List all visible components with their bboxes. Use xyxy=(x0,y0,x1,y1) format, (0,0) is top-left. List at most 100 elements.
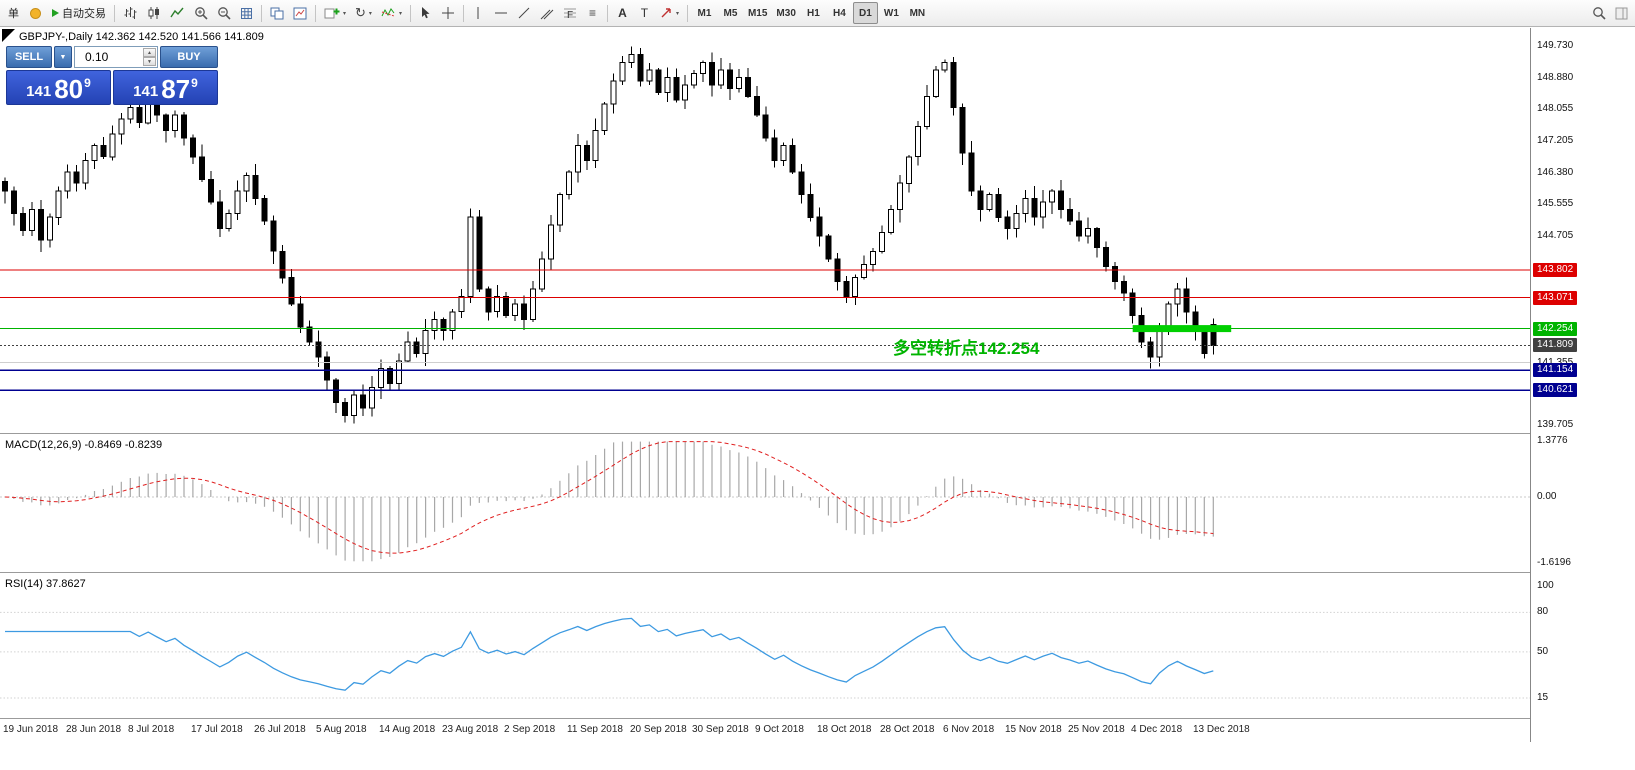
candle-body xyxy=(905,156,912,184)
crosshair-icon[interactable] xyxy=(437,2,459,24)
price-scale-axis[interactable]: 149.730 148.880 148.055 147.205 146.380 145.5… xyxy=(1530,28,1635,742)
fibonacci-icon[interactable]: F xyxy=(559,2,581,24)
panel-separator[interactable] xyxy=(0,433,1635,435)
indicators-icon[interactable]: ▾ xyxy=(377,2,406,24)
sell-price-display[interactable]: 141 80 9 xyxy=(6,70,111,105)
rsi-indicator-panel[interactable] xyxy=(0,574,1530,718)
candle-body xyxy=(1147,341,1154,358)
macd-indicator-panel[interactable] xyxy=(0,435,1530,572)
date-axis-label: 15 Nov 2018 xyxy=(1005,724,1062,735)
candle-body xyxy=(1004,216,1011,229)
buy-price-base: 141 xyxy=(133,83,159,100)
one-click-trading-panel: SELL ▼ 0.10 ▲ ▼ BUY 141 80 9 141 87 9 xyxy=(6,46,218,105)
candle-body xyxy=(1084,228,1091,237)
channel-icon[interactable] xyxy=(536,2,558,24)
candle-body xyxy=(655,69,662,93)
candlestick-chart[interactable] xyxy=(0,28,1530,433)
candle-body xyxy=(1093,228,1100,249)
chart-cycles-icon[interactable]: ↻ ▾ xyxy=(355,5,372,20)
candle-body xyxy=(127,107,134,120)
candle-body xyxy=(351,394,357,417)
timeframe-h4-button[interactable]: H4 xyxy=(832,7,846,19)
candle-body xyxy=(825,235,832,260)
candle-body xyxy=(234,190,241,215)
timeframe-w1-button[interactable]: W1 xyxy=(883,7,899,19)
sell-button[interactable]: SELL xyxy=(6,46,52,68)
candle-body xyxy=(923,95,930,128)
tile-windows-icon[interactable] xyxy=(266,2,288,24)
volume-input[interactable]: 0.10 ▲ ▼ xyxy=(74,46,158,68)
chart-shift-icon[interactable] xyxy=(1611,2,1632,24)
candle-body xyxy=(780,144,787,162)
price-tag-141.154: 141.154 xyxy=(1533,363,1578,378)
candle-body xyxy=(1120,281,1127,294)
candle-body xyxy=(404,341,411,362)
candle-body xyxy=(592,129,599,162)
candle-body xyxy=(521,303,528,320)
candle-body xyxy=(1111,265,1118,282)
timeframe-m5-button[interactable]: M5 xyxy=(723,7,738,19)
bar-chart-icon[interactable] xyxy=(119,2,142,24)
autotrading-button[interactable]: 自动交易 xyxy=(47,2,110,24)
candle-body xyxy=(225,213,232,230)
timeframe-m1-button[interactable]: M1 xyxy=(697,7,712,19)
buy-button[interactable]: BUY xyxy=(160,46,218,68)
grid-icon[interactable] xyxy=(236,2,257,24)
candle-body xyxy=(252,175,259,199)
line-chart-icon[interactable] xyxy=(166,2,189,24)
arrows-icon[interactable]: ▾ xyxy=(656,2,683,24)
candlestick-chart-icon[interactable] xyxy=(143,2,165,24)
candle-body xyxy=(762,114,769,139)
horizontal-line-icon[interactable] xyxy=(490,2,512,24)
date-axis[interactable]: 19 Jun 2018 28 Jun 2018 8 Jul 2018 17 Jul 2… xyxy=(0,719,1530,742)
candle-body xyxy=(870,250,877,266)
chart-window-icon[interactable] xyxy=(289,2,311,24)
candle-body xyxy=(181,114,187,139)
vertical-line-icon[interactable] xyxy=(468,2,489,24)
new-chart-icon[interactable]: ▾ xyxy=(320,2,350,24)
date-axis-label: 2 Sep 2018 xyxy=(504,724,556,735)
date-axis-label: 18 Oct 2018 xyxy=(817,724,872,735)
timeframe-m15-button[interactable]: M15 xyxy=(747,7,768,19)
panel-separator[interactable] xyxy=(0,572,1635,574)
new-order-button[interactable]: 单 xyxy=(8,8,19,20)
date-axis-label: 13 Dec 2018 xyxy=(1193,724,1250,735)
toolbar: 单 自动交易 ▾ ↻ ▾ ▾ F ≡ A T ▾ M1 M5 M15 M30 H1 H4 D1 W1 MN xyxy=(0,0,1635,27)
levels-icon[interactable]: ≡ xyxy=(588,6,596,20)
zoom-out-icon[interactable] xyxy=(213,2,235,24)
highlight-segment[interactable] xyxy=(1132,325,1232,333)
timeframe-h1-button[interactable]: H1 xyxy=(806,7,820,19)
date-axis-label: 8 Jul 2018 xyxy=(128,724,175,735)
timeframe-m30-button[interactable]: M30 xyxy=(776,7,796,19)
candle-body xyxy=(771,137,778,162)
trendline-icon[interactable] xyxy=(513,2,535,24)
volume-spinner[interactable]: ▲ ▼ xyxy=(143,48,156,66)
price-axis-tick: 139.705 xyxy=(1537,418,1574,430)
zoom-in-icon[interactable] xyxy=(190,2,212,24)
candle-body xyxy=(91,144,98,162)
candle-body xyxy=(718,69,724,86)
text-icon[interactable]: A xyxy=(618,6,627,20)
candle-body xyxy=(959,107,966,154)
timeframe-d1-button[interactable]: D1 xyxy=(852,2,878,24)
candle-body xyxy=(10,190,17,215)
candle-body xyxy=(861,264,868,279)
metaquotes-icon[interactable] xyxy=(25,2,46,24)
timeframe-mn-button[interactable]: MN xyxy=(909,7,926,19)
price-tag-142.254: 142.254 xyxy=(1533,321,1578,336)
search-icon[interactable] xyxy=(1588,2,1610,24)
candle-body xyxy=(413,341,420,354)
candle-body xyxy=(932,69,939,97)
cursor-icon[interactable] xyxy=(415,2,436,24)
text-label-icon[interactable]: T xyxy=(640,6,649,20)
toolbar-separator xyxy=(686,4,688,22)
candle-body xyxy=(807,194,814,218)
rsi-line xyxy=(5,617,1214,691)
candle-body xyxy=(879,231,886,252)
candle-body xyxy=(19,213,26,231)
buy-price-display[interactable]: 141 87 9 xyxy=(113,70,218,105)
candle-body xyxy=(646,69,653,82)
trade-options-dropdown[interactable]: ▼ xyxy=(54,46,72,68)
price-axis-tick: 144.705 xyxy=(1537,229,1574,241)
